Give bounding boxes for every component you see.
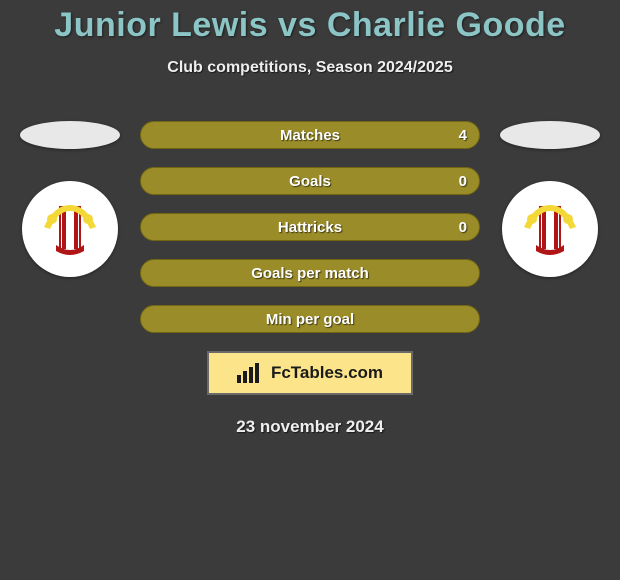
- crest-icon: [34, 193, 106, 265]
- stat-label: Min per goal: [266, 311, 354, 328]
- comparison-area: Matches 4 Goals 0 Hattricks 0 Goals per …: [0, 121, 620, 333]
- date-label: 23 november 2024: [0, 417, 620, 437]
- stat-right-value: 4: [459, 127, 467, 144]
- stat-label: Goals: [289, 173, 331, 190]
- stat-row: Hattricks 0: [140, 213, 480, 241]
- right-club-crest: [502, 181, 598, 277]
- stat-row: Matches 4: [140, 121, 480, 149]
- banner-text: FcTables.com: [271, 363, 383, 383]
- stat-label: Matches: [280, 127, 340, 144]
- right-player-column: [500, 121, 600, 277]
- stat-row: Goals 0: [140, 167, 480, 195]
- left-player-column: [20, 121, 120, 277]
- stat-label: Goals per match: [251, 265, 369, 282]
- right-player-face-placeholder: [500, 121, 600, 149]
- stat-label: Hattricks: [278, 219, 342, 236]
- stat-row: Goals per match: [140, 259, 480, 287]
- stat-right-value: 0: [459, 173, 467, 190]
- stats-list: Matches 4 Goals 0 Hattricks 0 Goals per …: [140, 121, 480, 333]
- stat-right-value: 0: [459, 219, 467, 236]
- left-player-face-placeholder: [20, 121, 120, 149]
- fctables-banner[interactable]: FcTables.com: [207, 351, 413, 395]
- crest-icon: [514, 193, 586, 265]
- subtitle: Club competitions, Season 2024/2025: [0, 59, 620, 77]
- chart-icon: [237, 363, 265, 383]
- left-club-crest: [22, 181, 118, 277]
- page-title: Junior Lewis vs Charlie Goode: [0, 0, 620, 45]
- stat-row: Min per goal: [140, 305, 480, 333]
